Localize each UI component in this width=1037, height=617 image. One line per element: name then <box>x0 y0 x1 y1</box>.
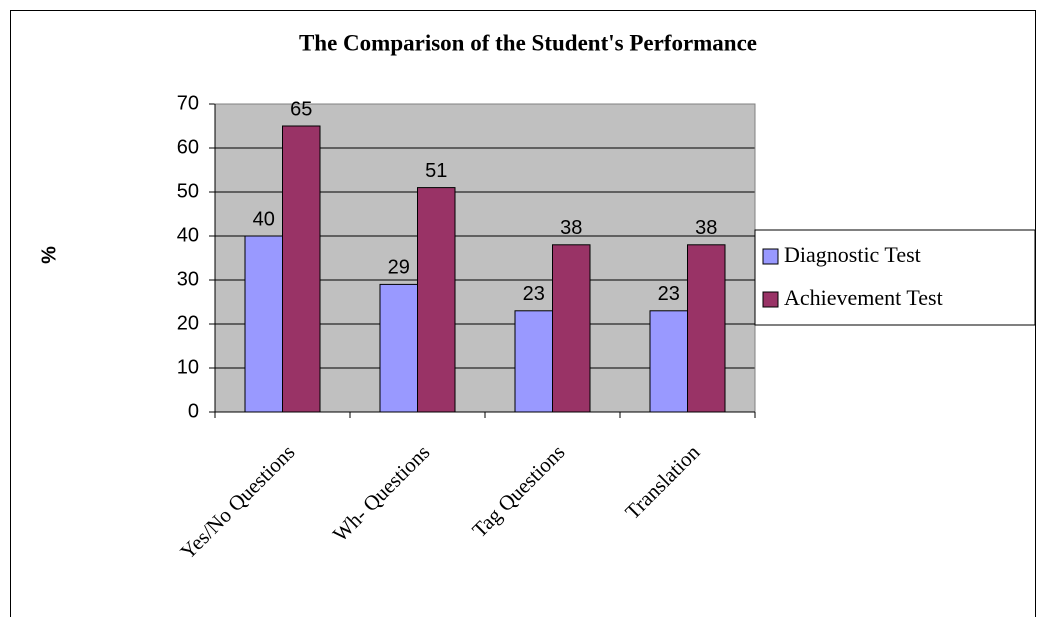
bar <box>379 283 418 413</box>
legend-label: Achievement Test <box>784 285 943 310</box>
value-label: 23 <box>523 283 545 305</box>
value-label: 38 <box>560 217 582 239</box>
bar <box>687 244 726 413</box>
bar <box>417 187 456 413</box>
y-tick-label: 40 <box>177 224 199 246</box>
y-tick-label: 50 <box>177 180 199 202</box>
legend-box <box>754 229 1036 326</box>
y-tick-label: 60 <box>177 136 199 158</box>
y-tick-label: 0 <box>188 400 199 422</box>
legend-swatch <box>762 248 779 265</box>
bar <box>514 310 553 413</box>
bar <box>244 235 283 413</box>
value-label: 65 <box>290 98 312 120</box>
legend-label: Diagnostic Test <box>784 242 921 267</box>
y-axis-label: % <box>38 246 60 264</box>
y-tick-label: 30 <box>177 268 199 290</box>
y-tick-label: 10 <box>177 356 199 378</box>
y-tick-label: 20 <box>177 312 199 334</box>
value-label: 38 <box>695 217 717 239</box>
value-label: 40 <box>253 208 275 230</box>
bar <box>282 125 321 413</box>
value-label: 29 <box>388 257 410 279</box>
bar <box>649 310 688 413</box>
value-label: 23 <box>658 283 680 305</box>
bar <box>552 244 591 413</box>
legend-swatch <box>762 291 779 308</box>
chart-title: The Comparison of the Student's Performa… <box>299 30 757 55</box>
value-label: 51 <box>425 160 447 182</box>
y-tick-label: 70 <box>177 92 199 114</box>
